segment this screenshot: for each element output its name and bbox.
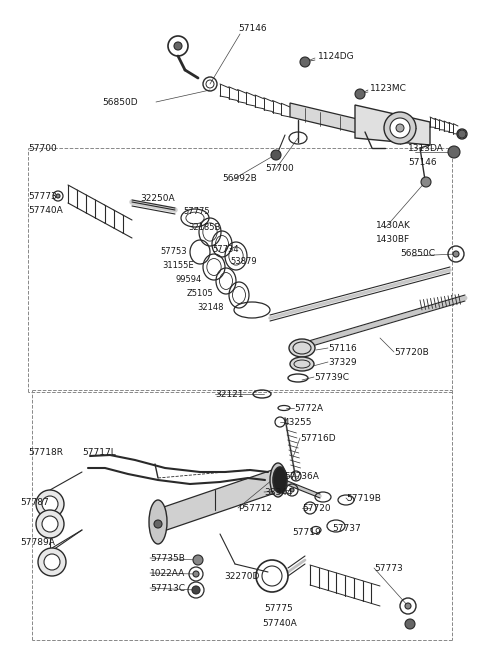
- Text: 57773: 57773: [374, 564, 403, 573]
- Circle shape: [56, 194, 60, 198]
- Circle shape: [396, 124, 404, 132]
- Circle shape: [384, 112, 416, 144]
- Circle shape: [174, 42, 182, 50]
- Text: 38344: 38344: [264, 488, 292, 497]
- Circle shape: [193, 555, 203, 565]
- Text: 56850D: 56850D: [102, 98, 138, 107]
- Text: 57773: 57773: [28, 192, 57, 201]
- Circle shape: [271, 150, 281, 160]
- Polygon shape: [155, 468, 278, 534]
- Polygon shape: [355, 105, 430, 145]
- Text: 57739C: 57739C: [314, 373, 349, 382]
- Text: P57712: P57712: [238, 504, 272, 513]
- Circle shape: [405, 603, 411, 609]
- Circle shape: [390, 118, 410, 138]
- Text: 57116: 57116: [328, 344, 357, 353]
- Circle shape: [448, 146, 460, 158]
- Text: 57775: 57775: [264, 604, 293, 613]
- Circle shape: [154, 520, 162, 528]
- Text: 56850C: 56850C: [400, 249, 435, 258]
- Text: 37329: 37329: [328, 358, 357, 367]
- Text: Z5105: Z5105: [187, 289, 214, 297]
- Ellipse shape: [149, 500, 167, 544]
- Ellipse shape: [289, 339, 315, 357]
- Text: 57700: 57700: [265, 164, 294, 173]
- Text: 32185B: 32185B: [188, 224, 220, 232]
- Text: 57146: 57146: [408, 158, 437, 167]
- Circle shape: [44, 554, 60, 570]
- Text: 57787: 57787: [20, 498, 49, 507]
- Circle shape: [300, 57, 310, 67]
- Text: 1313DA: 1313DA: [408, 144, 444, 153]
- Text: 57146: 57146: [238, 24, 266, 33]
- Circle shape: [193, 571, 199, 577]
- Text: 57717L: 57717L: [82, 448, 116, 457]
- Circle shape: [36, 490, 64, 518]
- Text: 57753: 57753: [160, 248, 187, 256]
- Text: 57719: 57719: [292, 528, 321, 537]
- Text: 57775: 57775: [183, 207, 210, 216]
- Circle shape: [458, 130, 466, 138]
- Text: 1124DG: 1124DG: [318, 52, 355, 61]
- Text: 1430BF: 1430BF: [376, 235, 410, 244]
- Text: 57740A: 57740A: [262, 619, 297, 628]
- Circle shape: [42, 496, 58, 512]
- Text: 32250A: 32250A: [140, 194, 175, 203]
- Text: 1022AA: 1022AA: [150, 569, 185, 578]
- Text: 57719B: 57719B: [346, 494, 381, 503]
- Text: 53879: 53879: [230, 258, 257, 267]
- Text: 1123MC: 1123MC: [370, 84, 407, 93]
- Circle shape: [453, 251, 459, 257]
- Text: 1430AK: 1430AK: [376, 221, 411, 230]
- Text: 5772A: 5772A: [294, 404, 323, 413]
- Text: 57740A: 57740A: [28, 206, 63, 215]
- Text: 57734: 57734: [212, 246, 239, 254]
- Text: 57718R: 57718R: [28, 448, 63, 457]
- Text: 31155E: 31155E: [162, 261, 193, 271]
- Text: 32270D: 32270D: [224, 572, 259, 581]
- Text: 57789A: 57789A: [20, 538, 55, 547]
- Text: 57737: 57737: [332, 524, 361, 533]
- Text: 57720B: 57720B: [394, 348, 429, 357]
- Text: 99594: 99594: [176, 275, 202, 285]
- Circle shape: [421, 177, 431, 187]
- Text: 57713C: 57713C: [150, 584, 185, 593]
- Ellipse shape: [290, 357, 314, 371]
- Circle shape: [405, 619, 415, 629]
- Text: 57700: 57700: [28, 144, 57, 153]
- Polygon shape: [290, 103, 370, 136]
- Text: 56992B: 56992B: [222, 174, 257, 183]
- Circle shape: [355, 89, 365, 99]
- Circle shape: [36, 510, 64, 538]
- Circle shape: [192, 586, 200, 594]
- Ellipse shape: [273, 467, 287, 493]
- Text: 32121: 32121: [215, 390, 243, 399]
- Text: 57736A: 57736A: [284, 472, 319, 481]
- Circle shape: [290, 488, 294, 492]
- Text: 57716D: 57716D: [300, 434, 336, 443]
- Circle shape: [42, 516, 58, 532]
- Text: 32148: 32148: [197, 303, 224, 312]
- Ellipse shape: [270, 463, 286, 497]
- Text: 57735B: 57735B: [150, 554, 185, 563]
- Circle shape: [38, 548, 66, 576]
- Text: 43255: 43255: [284, 418, 312, 427]
- Text: 57720: 57720: [302, 504, 331, 513]
